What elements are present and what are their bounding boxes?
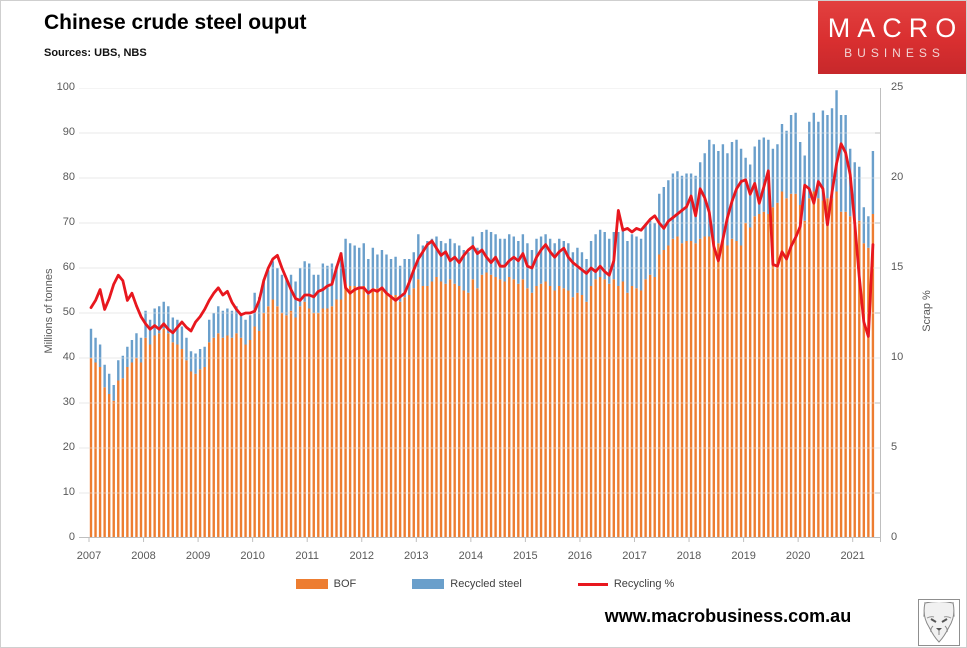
x-axis-year-label: 2016 [567,550,593,562]
x-axis-year-label: 2013 [404,550,429,562]
legend-label-bof: BOF [333,578,357,590]
legend-item-bof: BOF [295,578,357,590]
website-url: www.macrobusiness.com.au [604,606,852,626]
logo-text-business: BUSINESS [844,46,945,60]
legend-item-recycling: Recycling % [577,578,675,590]
x-axis-year-label: 2015 [513,550,538,562]
x-axis-year-label: 2007 [76,550,102,562]
legend-item-recycled: Recycled steel [412,578,522,590]
right-axis-tick: 25 [891,81,904,93]
chart-subtitle: Sources: UBS, NBS [44,47,147,59]
left-axis-tick: 90 [62,126,75,138]
x-axis-year-label: 2008 [131,550,156,562]
right-axis-title: Scrap % [921,290,933,332]
logo-text-macro: MACRO [827,13,964,43]
chart-title: Chinese crude steel ouput [44,11,307,34]
legend-label-recycled: Recycled steel [450,578,522,590]
right-axis-tick: 15 [891,261,904,273]
left-axis-tick: 40 [62,351,75,363]
recycled-swatch-icon [412,579,445,589]
x-axis-year-label: 2019 [731,550,756,562]
fox-logo [918,599,960,646]
chart-plot-area [79,87,881,544]
right-axis-tick: 5 [891,441,898,453]
chart-legend: BOF Recycled steel Recycling % [89,578,881,590]
chart-plot [79,87,881,542]
x-axis-year-label: 2012 [349,550,374,562]
recycling-line [89,142,875,338]
x-axis-year-label: 2017 [622,550,647,562]
left-axis-tick: 100 [56,81,75,93]
x-axis-year-label: 2009 [185,550,211,562]
legend-label-recycling: Recycling % [613,578,675,590]
fox-icon [923,602,955,643]
recycling-line-swatch-icon [577,582,608,586]
macrobusiness-logo: MACRO BUSINESS [818,1,966,74]
x-axis-year-label: 2014 [458,550,484,562]
bof-bars [89,191,875,538]
left-axis-tick: 20 [62,441,75,453]
left-axis-tick: 30 [62,396,75,408]
bof-swatch-icon [295,579,328,589]
x-axis-year-label: 2020 [785,550,811,562]
x-axis-year-label: 2011 [295,550,320,562]
left-axis-tick: 10 [62,486,75,498]
left-axis-tick: 50 [62,306,75,318]
right-axis-tick: 10 [891,351,904,363]
x-axis-year-label: 2018 [676,550,702,562]
left-axis-tick: 60 [62,261,75,273]
x-axis-year-label: 2010 [240,550,265,562]
x-axis-year-label: 2021 [840,550,865,562]
left-axis-tick: 70 [62,216,75,228]
right-axis-tick: 20 [891,171,904,183]
left-axis-tick: 80 [62,171,75,183]
right-axis-tick: 0 [891,531,898,543]
left-axis-tick: 0 [68,531,75,543]
